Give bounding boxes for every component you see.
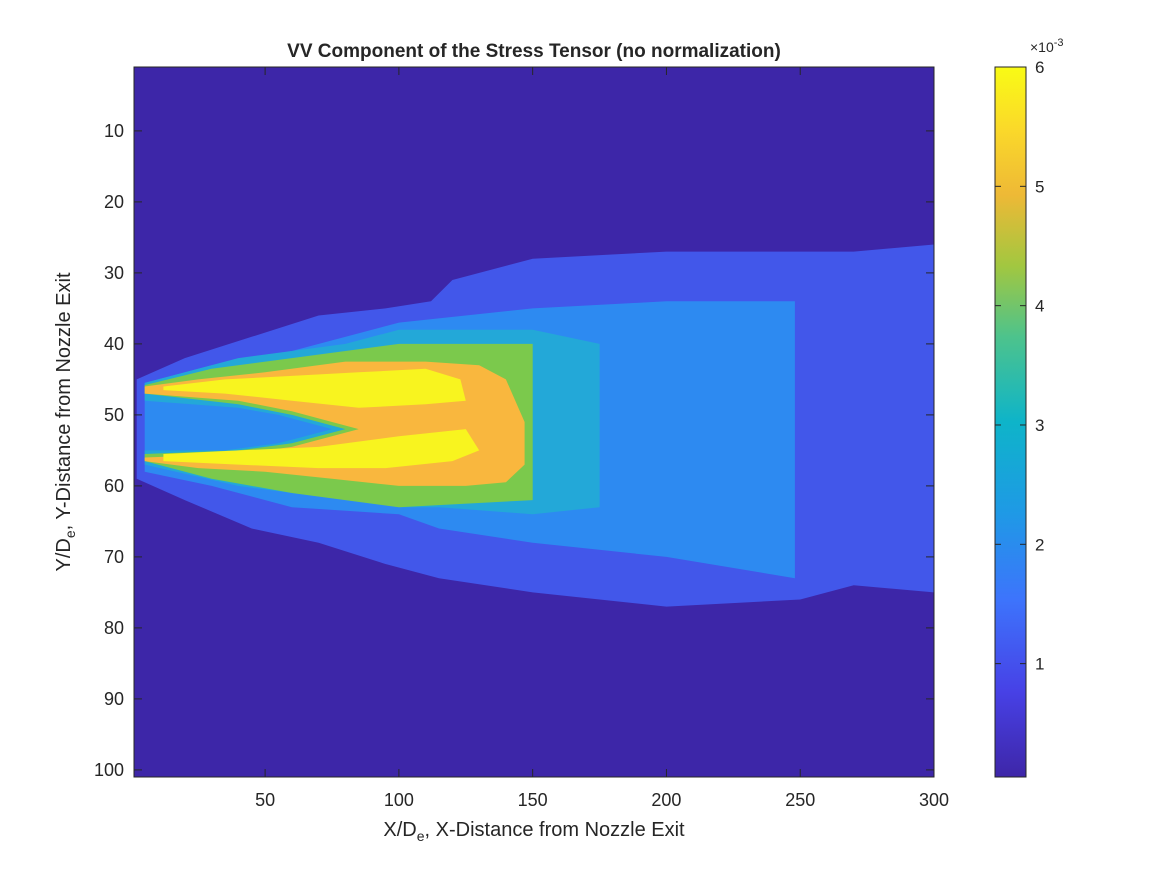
y-tick-label: 40	[104, 334, 124, 354]
x-tick-label: 300	[919, 790, 949, 810]
colorbar: 1 2 3 4 5 6 ×10-3	[994, 37, 1064, 778]
y-tick-label: 30	[104, 263, 124, 283]
colorbar-tick-label: 4	[1035, 297, 1044, 316]
x-axis-label-rest: , X-Distance from Nozzle Exit	[425, 819, 686, 841]
colorbar-exponent: ×10-3	[1030, 37, 1064, 55]
colorbar-gradient	[994, 66, 1027, 778]
contour-regions	[136, 244, 934, 607]
colorbar-tick-label: 6	[1035, 58, 1044, 77]
chart-title: VV Component of the Stress Tensor (no no…	[287, 41, 781, 62]
colorbar-exponent-base: ×10	[1030, 39, 1054, 55]
x-tick-label: 150	[518, 790, 548, 810]
plot-area	[133, 66, 935, 778]
colorbar-exponent-power: -3	[1054, 37, 1064, 49]
y-tick-label: 50	[104, 405, 124, 425]
y-axis: 10 20 30 40 50 60 70 80 90 100	[94, 121, 934, 780]
y-axis-label: Y/De, Y-Distance from Nozzle Exit	[53, 272, 78, 571]
y-tick-label: 60	[104, 476, 124, 496]
y-axis-label-subscript: e	[62, 530, 78, 538]
x-axis-label-main: X/D	[383, 819, 416, 841]
x-axis: 50 100 150 200 250 300	[255, 67, 949, 810]
colorbar-tick-label: 5	[1035, 177, 1044, 196]
x-axis-label: X/De, X-Distance from Nozzle Exit	[383, 819, 685, 844]
y-tick-label: 20	[104, 192, 124, 212]
colorbar-tick-label: 1	[1035, 655, 1044, 674]
x-tick-label: 250	[785, 790, 815, 810]
colorbar-tick-label: 3	[1035, 416, 1044, 435]
y-tick-label: 100	[94, 760, 124, 780]
plot-frame	[133, 66, 935, 778]
y-axis-label-main: Y/D	[53, 538, 75, 571]
colorbar-ticks: 1 2 3 4 5 6	[995, 58, 1044, 674]
contour-region-level-6	[163, 429, 480, 469]
y-tick-label: 90	[104, 689, 124, 709]
colorbar-tick-label: 2	[1035, 535, 1044, 554]
x-tick-label: 100	[384, 790, 414, 810]
y-tick-label: 10	[104, 121, 124, 141]
y-tick-label: 80	[104, 618, 124, 638]
x-axis-label-subscript: e	[417, 828, 425, 844]
x-tick-label: 200	[651, 790, 681, 810]
y-tick-label: 70	[104, 547, 124, 567]
x-tick-label: 50	[255, 790, 275, 810]
contour-region-level-6	[163, 368, 466, 408]
y-axis-label-rest: , Y-Distance from Nozzle Exit	[53, 272, 75, 530]
